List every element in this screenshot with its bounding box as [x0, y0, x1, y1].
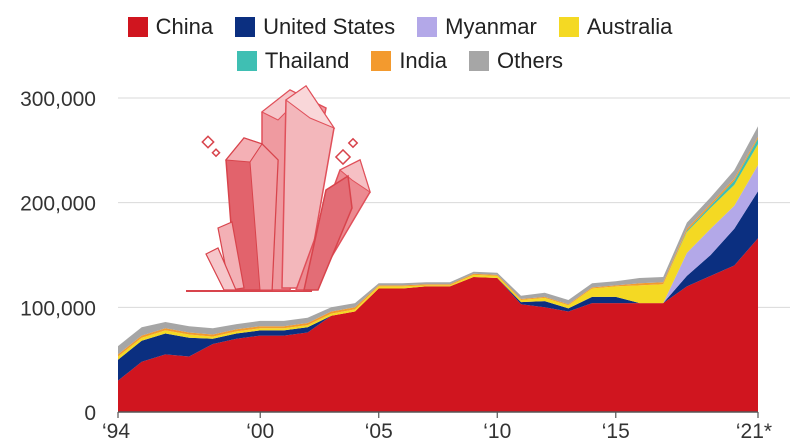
- chart-legend: China United States Myanmar Australia Th…: [0, 10, 800, 78]
- legend-item-others: Others: [469, 48, 563, 74]
- area-china: [118, 238, 758, 412]
- legend-item-australia: Australia: [558, 14, 673, 40]
- area-series-group: [118, 126, 758, 412]
- legend-item-thailand: Thailand: [236, 48, 350, 74]
- legend-swatch-myanmar: [417, 17, 438, 37]
- y-tick-label: 200,000: [20, 193, 96, 216]
- legend-swatch-india: [371, 51, 392, 71]
- legend-row-1: China United States Myanmar Australia: [0, 10, 800, 44]
- legend-row-2: Thailand India Others: [0, 44, 800, 78]
- legend-label-united-states: United States: [263, 14, 396, 39]
- area-united-states: [118, 191, 758, 381]
- legend-label-others: Others: [497, 48, 564, 73]
- x-tick-label: ‘10: [483, 420, 511, 443]
- x-tick-label: ‘05: [365, 420, 393, 443]
- y-tick-label: 300,000: [20, 88, 96, 111]
- legend-item-united-states: United States: [235, 14, 395, 40]
- legend-label-china: China: [155, 14, 214, 39]
- legend-label-india: India: [399, 48, 448, 73]
- x-tick-label: ‘94: [102, 420, 130, 443]
- legend-swatch-thailand: [236, 51, 257, 71]
- crystal-illustration: [186, 84, 371, 292]
- legend-item-china: China: [127, 14, 214, 40]
- legend-label-australia: Australia: [586, 14, 673, 39]
- legend-swatch-australia: [558, 17, 579, 37]
- legend-item-india: India: [371, 48, 447, 74]
- y-tick-label: 0: [84, 402, 96, 425]
- legend-label-thailand: Thailand: [264, 48, 350, 73]
- legend-swatch-others: [469, 51, 490, 71]
- y-tick-label: 100,000: [20, 297, 96, 320]
- legend-item-myanmar: Myanmar: [417, 14, 537, 40]
- x-tick-label: ‘21*: [736, 420, 772, 443]
- legend-swatch-united-states: [235, 17, 256, 37]
- x-tick-label: ‘15: [602, 420, 630, 443]
- axes: 0 100,000 200,000 300,000 ‘94 ‘00 ‘05 ‘10 ‘15 ‘21…: [20, 88, 772, 443]
- legend-swatch-china: [127, 17, 148, 37]
- legend-label-myanmar: Myanmar: [445, 14, 537, 39]
- x-tick-label: ‘00: [246, 420, 274, 443]
